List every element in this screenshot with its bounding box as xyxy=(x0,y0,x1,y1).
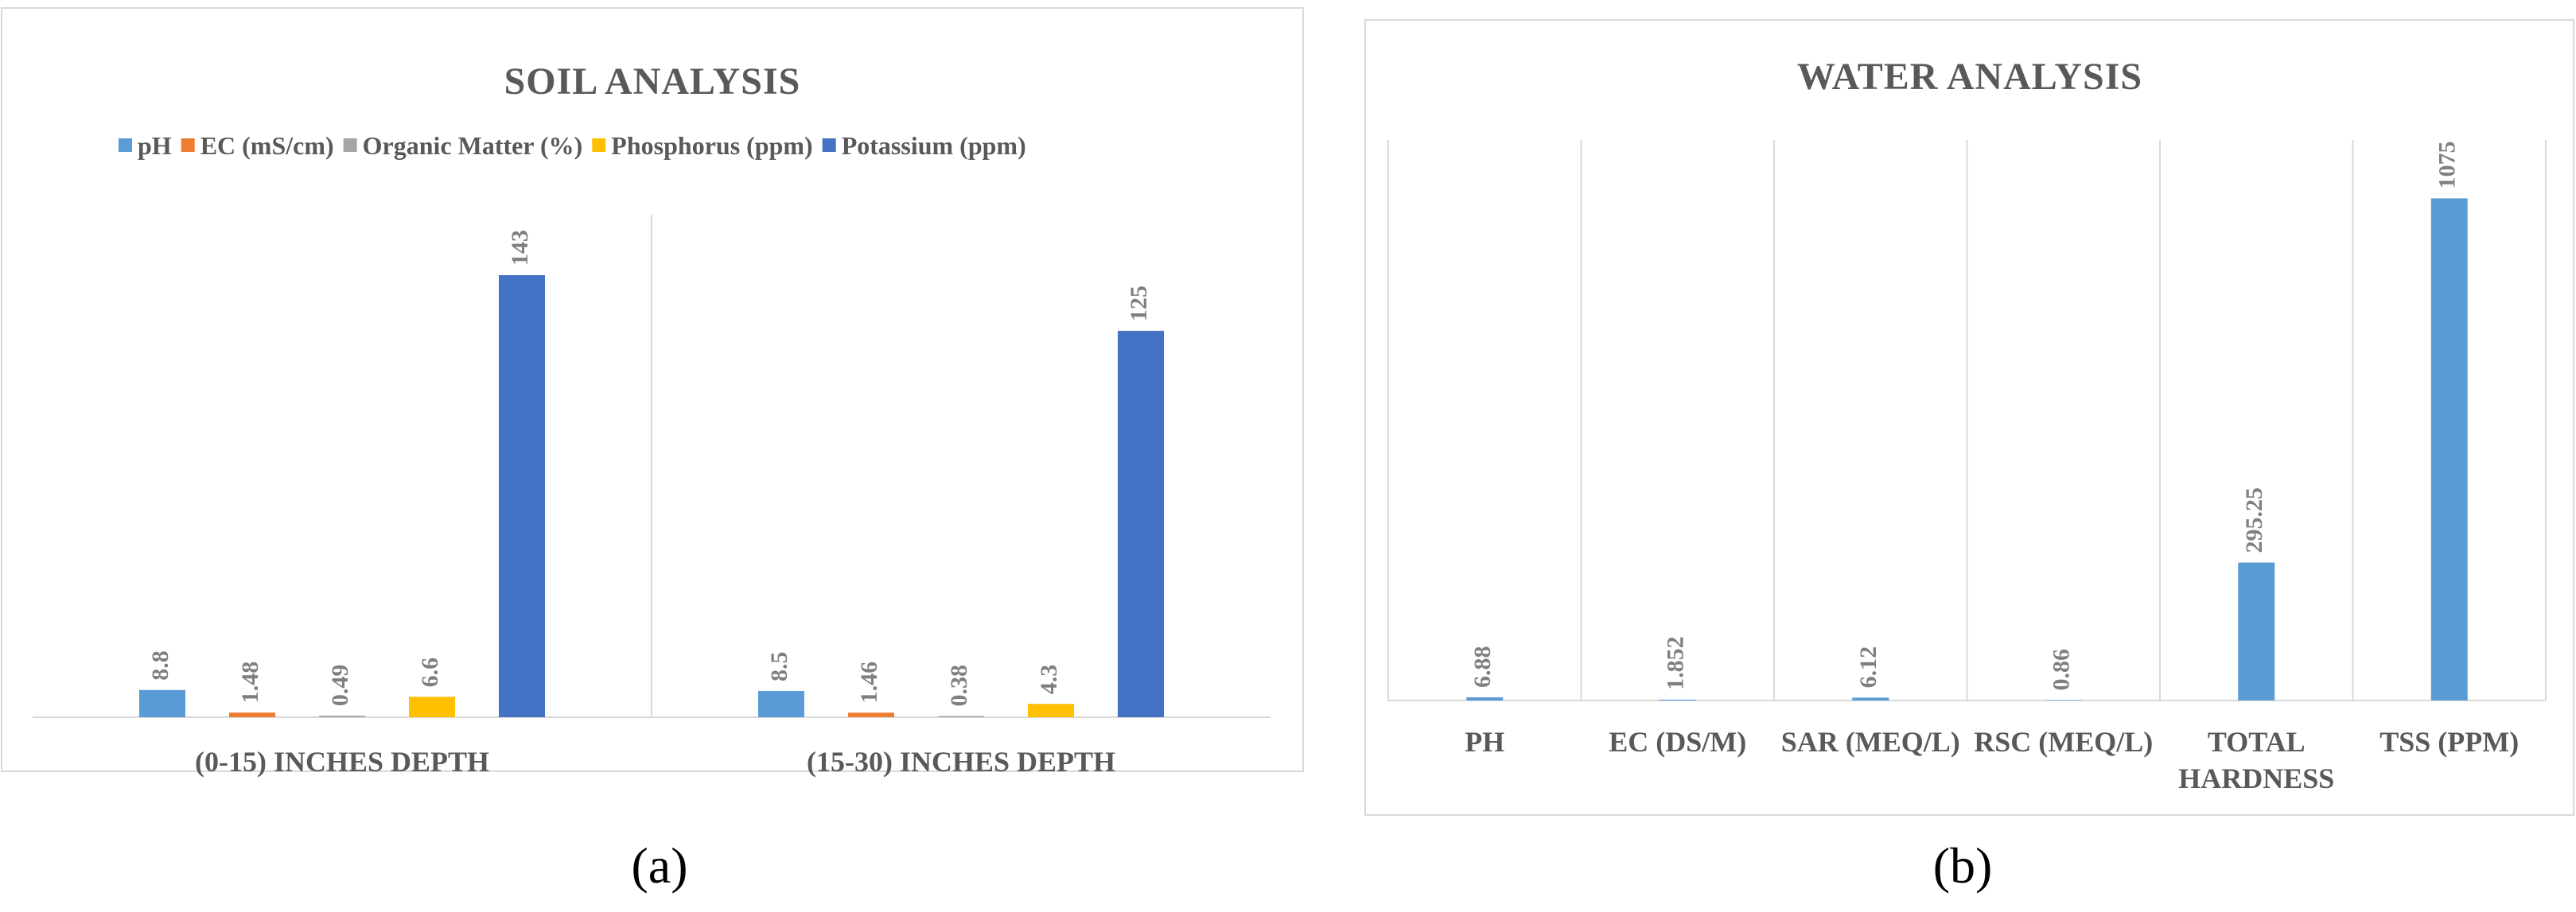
data-label: 0.86 xyxy=(2049,649,2075,691)
legend-swatch xyxy=(119,138,132,152)
bar xyxy=(2238,562,2275,700)
x-tick-label: SAR (MEQ/L) xyxy=(1781,726,1960,758)
data-label: 125 xyxy=(1126,285,1152,321)
x-tick-label: PH xyxy=(1465,726,1504,758)
bar xyxy=(1852,697,1889,700)
caption: (b) xyxy=(1933,837,1993,894)
x-tick-label: EC (DS/M) xyxy=(1609,726,1746,758)
legend-label: Organic Matter (%) xyxy=(363,131,583,160)
data-label: 8.5 xyxy=(766,651,792,681)
data-label: 4.3 xyxy=(1036,665,1062,695)
data-label: 143 xyxy=(507,230,533,266)
bar xyxy=(1466,697,1504,700)
x-tick-label: (0-15) INCHES DEPTH xyxy=(195,746,489,778)
legend-swatch xyxy=(181,138,195,152)
legend-label: EC (mS/cm) xyxy=(200,131,334,160)
data-label: 1.48 xyxy=(237,662,263,704)
bar xyxy=(1028,704,1074,717)
chart-title: SOIL ANALYSIS xyxy=(504,60,801,103)
data-label: 1.46 xyxy=(856,662,882,704)
bar xyxy=(848,712,894,717)
bar xyxy=(139,689,185,717)
bar xyxy=(758,690,804,717)
data-label: 1.852 xyxy=(1663,636,1689,690)
data-label: 6.6 xyxy=(417,658,443,688)
bar xyxy=(938,716,984,717)
data-label: 0.49 xyxy=(327,665,353,707)
bar xyxy=(499,275,545,717)
x-tick-label: (15-30) INCHES DEPTH xyxy=(807,746,1115,778)
chart-title: WATER ANALYSIS xyxy=(1797,56,2142,98)
legend-swatch xyxy=(592,138,606,152)
legend-label: Phosphorus (ppm) xyxy=(611,131,812,160)
data-label: 1075 xyxy=(2434,141,2461,188)
bar xyxy=(1118,331,1164,717)
data-label: 8.8 xyxy=(147,650,173,681)
legend-swatch xyxy=(343,138,357,152)
x-tick-label: RSC (MEQ/L) xyxy=(1974,726,2153,758)
x-tick-label: TSS (PPM) xyxy=(2379,726,2519,758)
legend-swatch xyxy=(822,138,836,152)
legend-label: pH xyxy=(138,131,172,160)
data-label: 6.12 xyxy=(1855,646,1881,689)
caption: (a) xyxy=(631,837,687,894)
bar xyxy=(319,716,365,717)
bar xyxy=(409,697,455,717)
bar xyxy=(2430,198,2468,700)
bar xyxy=(229,712,275,717)
water-panel xyxy=(1364,19,2574,816)
legend-label: Potassium (ppm) xyxy=(842,131,1026,160)
data-label: 295.25 xyxy=(2241,487,2267,553)
data-label: 6.88 xyxy=(1469,646,1496,688)
data-label: 0.38 xyxy=(946,665,972,707)
x-tick-label: TOTAL HARDNESS xyxy=(2178,726,2334,794)
